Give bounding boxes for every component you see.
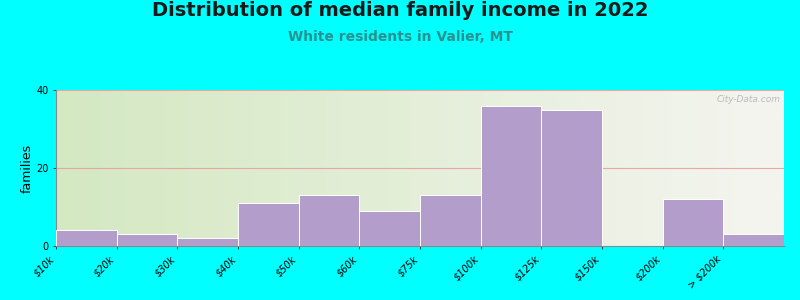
- Bar: [56, 230, 117, 246]
- Text: City-Data.com: City-Data.com: [716, 95, 780, 104]
- Bar: [298, 195, 359, 246]
- Bar: [723, 234, 784, 246]
- Bar: [662, 199, 723, 246]
- Y-axis label: families: families: [20, 143, 34, 193]
- Text: Distribution of median family income in 2022: Distribution of median family income in …: [152, 2, 648, 20]
- Bar: [359, 211, 420, 246]
- Text: White residents in Valier, MT: White residents in Valier, MT: [287, 30, 513, 44]
- Bar: [117, 234, 178, 246]
- Bar: [178, 238, 238, 246]
- Bar: [238, 203, 298, 246]
- Bar: [481, 106, 542, 246]
- Bar: [542, 110, 602, 246]
- Bar: [420, 195, 481, 246]
